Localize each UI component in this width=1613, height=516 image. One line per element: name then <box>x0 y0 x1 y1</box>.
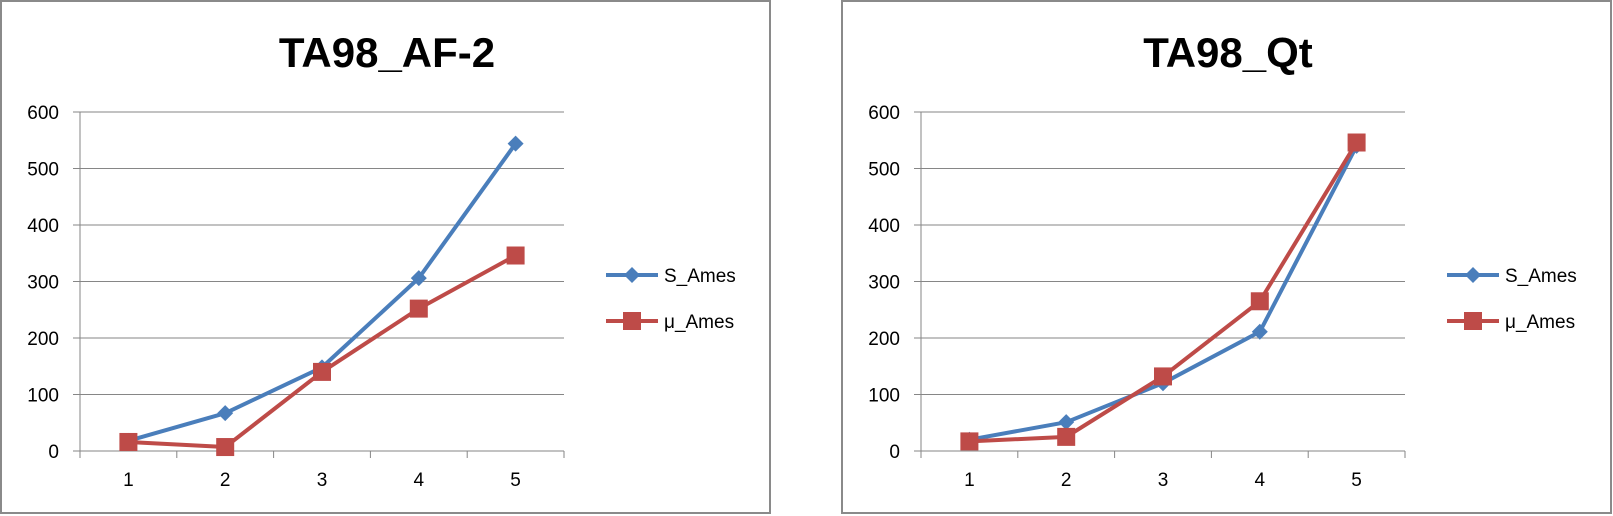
y-tick-label: 600 <box>868 103 900 124</box>
chart-panel-ta98-qt: TA98_Qt 0 100 200 300 400 500 600 1 2 3 4 5 S_Ames μ_… <box>841 0 1612 514</box>
y-tick-label: 200 <box>27 329 59 350</box>
data-point-mu-ames <box>119 432 138 451</box>
y-tick-label: 300 <box>27 273 59 294</box>
y-tick-label: 400 <box>27 216 59 237</box>
legend-marker <box>1464 312 1482 330</box>
y-tick-label: 400 <box>868 216 900 237</box>
data-point-mu-ames <box>216 438 235 457</box>
legend-label: μ_Ames <box>664 312 734 333</box>
series-line-s-ames <box>127 142 518 443</box>
data-point-mu-ames <box>1154 367 1172 386</box>
data-point-mu-ames <box>960 432 979 451</box>
series-line-s-ames <box>969 144 1359 442</box>
x-tick-label: 1 <box>964 470 975 491</box>
y-tick-label: 0 <box>889 442 900 463</box>
data-point-mu-ames <box>313 362 331 381</box>
y-tick-label: 300 <box>868 273 900 294</box>
x-tick-label: 4 <box>1255 470 1266 491</box>
chart-title: TA98_AF-2 <box>279 29 495 76</box>
x-tick-label: 2 <box>1061 470 1072 491</box>
data-point-mu-ames <box>1250 292 1269 311</box>
y-tick-label: 500 <box>868 160 900 181</box>
chart-title: TA98_Qt <box>1143 29 1313 76</box>
y-tick-label: 100 <box>27 386 59 407</box>
legend-marker <box>623 312 641 330</box>
data-point-mu-ames <box>409 299 428 318</box>
data-point-s-ames <box>507 135 524 152</box>
x-tick-label: 2 <box>220 470 231 491</box>
legend-label: μ_Ames <box>1505 312 1575 333</box>
data-point-s-ames <box>410 270 427 287</box>
data-point-mu-ames <box>1347 133 1366 152</box>
y-tick-label: 600 <box>27 103 59 124</box>
x-tick-label: 1 <box>123 470 134 491</box>
series-line-mu-ames <box>128 253 517 450</box>
chart-svg: TA98_AF-2 0 100 200 300 400 500 600 1 2 3 4 5 S_Ames… <box>27 29 736 491</box>
series-line-mu-ames <box>969 141 1359 444</box>
y-tick-label: 0 <box>48 442 59 463</box>
data-point-s-ames <box>1058 414 1075 431</box>
data-point-s-ames <box>1251 323 1268 340</box>
data-point-s-ames <box>217 405 234 422</box>
y-tick-label: 500 <box>27 160 59 181</box>
chart-panel-ta98-af2: TA98_AF-2 0 100 200 300 400 500 600 1 2 3 4 5 S_Ames… <box>0 0 771 514</box>
data-point-mu-ames <box>1057 427 1076 446</box>
x-tick-label: 3 <box>317 470 328 491</box>
legend-marker <box>1465 267 1481 283</box>
legend-label: S_Ames <box>1505 266 1577 287</box>
legend-marker <box>624 267 640 283</box>
y-tick-label: 100 <box>868 386 900 407</box>
x-tick-label: 5 <box>510 470 521 491</box>
chart-svg: TA98_Qt 0 100 200 300 400 500 600 1 2 3 4 5 S_Ames μ_… <box>868 29 1577 491</box>
legend-label: S_Ames <box>664 266 736 287</box>
y-tick-label: 200 <box>868 329 900 350</box>
x-tick-label: 5 <box>1351 470 1362 491</box>
x-tick-label: 4 <box>414 470 425 491</box>
data-point-mu-ames <box>506 246 525 265</box>
x-tick-label: 3 <box>1158 470 1169 491</box>
